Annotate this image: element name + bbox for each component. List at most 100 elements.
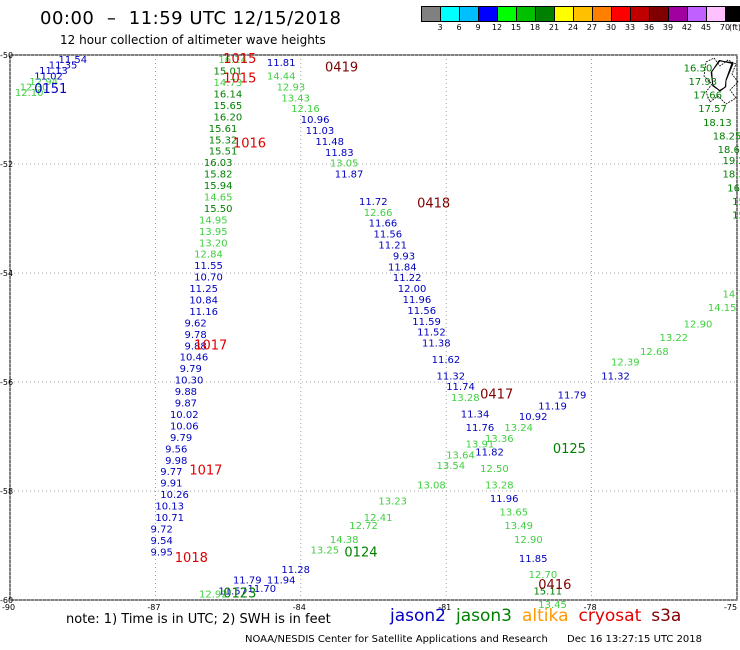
legend-label: 6 <box>456 23 462 32</box>
wave-height-label: 10.96 <box>301 115 330 126</box>
legend-swatch <box>593 7 612 21</box>
wave-height-label: 14.15 <box>708 303 737 314</box>
wave-height-label: 9.98 <box>165 456 187 467</box>
wave-height-label: 13.91 <box>466 439 495 450</box>
wave-height-label: 12.84 <box>194 250 223 261</box>
wave-height-label: 15.32 <box>209 135 238 146</box>
footer-credit: NOAA/NESDIS Center for Satellite Applica… <box>245 634 548 645</box>
wave-height-label: 13.54 <box>437 461 466 472</box>
wave-height-label: 16.14 <box>218 55 247 66</box>
track-time-label: 0419 <box>325 60 358 75</box>
wave-height-label: 11.87 <box>335 170 364 181</box>
legend-label: 24 <box>567 23 579 32</box>
legend-label: 27 <box>586 23 598 32</box>
wave-height-label: 14.71 <box>722 290 740 301</box>
track-time-label: 1015 <box>223 71 256 86</box>
satellite-cryosat: cryosat <box>578 606 642 626</box>
wave-height-label: 18.33 <box>722 170 740 181</box>
lat-tick-label: -60 <box>0 596 13 605</box>
wave-height-label: 10.13 <box>155 502 184 513</box>
axis-tick-labels: -50 -52 -54 -56 -58 -60-90 -87 -84 -81 -78 -75 <box>0 51 737 612</box>
track-time-label: 1016 <box>233 137 266 152</box>
track-time-label: 1017 <box>189 464 222 479</box>
wave-height-label: 15.50 <box>204 204 233 215</box>
wave-height-label: 11.84 <box>388 262 417 273</box>
wave-height-label: 12.39 <box>611 358 640 369</box>
wave-height-label: 15.4 <box>732 211 740 222</box>
wave-height-label: 18.25 <box>713 131 740 142</box>
legend-swatch <box>479 7 498 21</box>
wave-height-label: 11.21 <box>378 240 407 251</box>
wave-height-label: 11.38 <box>422 339 451 350</box>
wave-height-label: 12.72 <box>349 521 378 532</box>
legend-label: 33 <box>624 23 636 32</box>
wave-height-label: 11.25 <box>189 284 218 295</box>
wave-height-label: 17.57 <box>698 104 727 115</box>
legend-swatch <box>726 7 740 21</box>
wave-height-label: 19.24 <box>722 156 740 167</box>
wave-height-label: 16.08 <box>727 183 740 194</box>
wave-height-label: 13.65 <box>500 508 529 519</box>
wave-height-label: 10.30 <box>175 376 204 387</box>
legend-swatch <box>422 7 441 21</box>
lat-tick-label: -50 <box>0 51 13 60</box>
lon-tick-label: -78 <box>584 603 597 612</box>
legend-label: 18 <box>529 23 541 32</box>
wave-height-label: 11.22 <box>393 273 422 284</box>
wave-height-label: 12.90 <box>514 535 543 546</box>
wave-height-label: 9.72 <box>151 524 173 535</box>
wave-height-label: 15.61 <box>209 124 238 135</box>
wave-height-label: 11.96 <box>490 494 519 505</box>
footer-timestamp: Dec 16 13:27:15 UTC 2018 <box>567 634 703 645</box>
lon-tick-label: -87 <box>147 603 160 612</box>
wave-height-label: 9.93 <box>393 251 415 262</box>
wave-height-label: 11.56 <box>374 230 403 241</box>
lat-tick-label: -58 <box>0 487 13 496</box>
wave-height-label: 11.52 <box>417 328 446 339</box>
wave-height-label: 11.54 <box>58 55 87 66</box>
wave-height-label: 12.68 <box>640 347 669 358</box>
wave-height-label: 13.43 <box>281 93 310 104</box>
track-time-labels: 0151 1015 1015 0419 1016 0418 1017 0417 0125 1017… <box>34 52 586 601</box>
lat-tick-label: -56 <box>0 378 13 387</box>
wave-height-label: 9.78 <box>184 330 206 341</box>
track-time-label: 0125 <box>553 442 586 457</box>
legend-swatch <box>555 7 574 21</box>
legend-label: 12 <box>491 23 503 32</box>
wave-height-label: 10.46 <box>180 353 209 364</box>
wave-height-label: 11.02 <box>34 72 63 83</box>
wave-height-label: 18.60 <box>718 145 740 156</box>
wave-height-label: 13.49 <box>504 521 533 532</box>
wave-height-label: 15.65 <box>214 101 243 112</box>
wave-height-label: 11.28 <box>281 565 310 576</box>
wave-height-label: 11.32 <box>601 371 630 382</box>
wave-height-label: 12.30 <box>20 82 49 93</box>
track-time-label: 0417 <box>480 387 513 402</box>
wave-height-label: 16.03 <box>204 158 233 169</box>
wave-height-label: 15.01 <box>214 67 243 78</box>
legend-swatch <box>498 7 517 21</box>
wave-height-label: 9.88 <box>184 341 206 352</box>
wave-height-label: 11.76 <box>466 423 495 434</box>
wave-height-label: 11.94 <box>267 576 296 587</box>
wave-height-label: 12.50 <box>480 464 509 475</box>
satellite-legend: jason2 jason3 altika cryosat s3a <box>390 606 691 626</box>
wave-height-label: 9.54 <box>151 536 173 547</box>
wave-height-label: 11.62 <box>432 355 461 366</box>
satellite-s3a: s3a <box>651 606 682 626</box>
wave-height-label: 15.94 <box>204 181 233 192</box>
wave-height-label: 12.66 <box>364 208 393 219</box>
wave-height-label: 11.56 <box>407 306 436 317</box>
legend-label: 15 <box>510 23 522 32</box>
lat-tick-label: -54 <box>0 269 13 278</box>
wave-height-label: 16.14 <box>214 90 243 101</box>
wave-height-label: 12.10 <box>15 88 44 99</box>
wave-height-label: 11.81 <box>267 58 296 69</box>
legend-swatch <box>574 7 593 21</box>
wave-height-label: 12.16 <box>291 104 320 115</box>
wave-height-label: 13.08 <box>417 480 446 491</box>
wave-height-label: 12.92 <box>199 589 228 600</box>
wave-height-label: 14.95 <box>199 215 228 226</box>
wave-height-label: 11.74 <box>446 382 475 393</box>
